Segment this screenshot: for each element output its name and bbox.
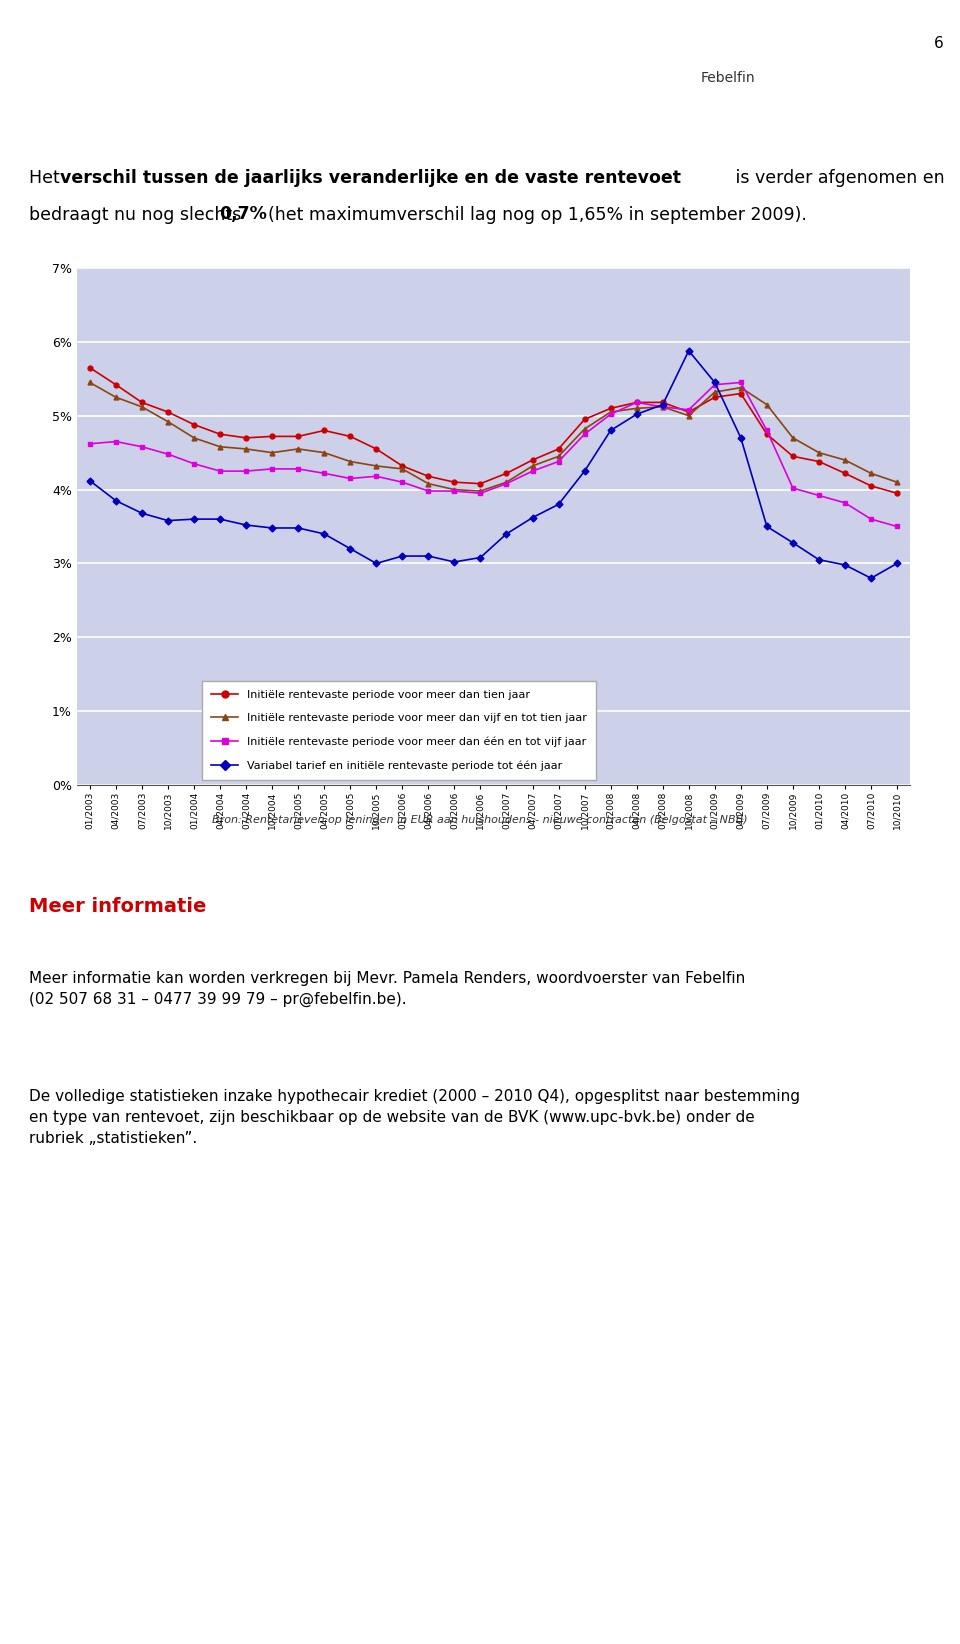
Text: De volledige statistieken inzake hypothecair krediet (2000 – 2010 Q4), opgesplit: De volledige statistieken inzake hypothe… [29,1088,800,1146]
Text: UPC
BVK: UPC BVK [36,67,59,89]
Text: Meer informatie kan worden verkregen bij Mevr. Pamela Renders, woordvoerster van: Meer informatie kan worden verkregen bij… [29,970,745,1008]
Text: verschil tussen de jaarlijks veranderlijke en de vaste rentevoet: verschil tussen de jaarlijks veranderlij… [60,169,682,187]
Text: (het maximumverschil lag nog op 1,65% in september 2009).: (het maximumverschil lag nog op 1,65% in… [257,206,807,224]
Text: 0,7%: 0,7% [219,206,267,224]
Text: 6: 6 [934,36,944,51]
Text: bedraagt nu nog slechts: bedraagt nu nog slechts [29,206,247,224]
Text: is verder afgenomen en: is verder afgenomen en [730,169,945,187]
Text: Meer informatie: Meer informatie [29,896,206,916]
Text: Het: Het [29,169,65,187]
Text: Bron: Rentetarieven op leningen in EUR aan huishoudens - nieuwe contracten (Belg: Bron: Rentetarieven op leningen in EUR a… [212,814,748,825]
Text: Febelfin: Febelfin [701,71,755,85]
Legend: Initiële rentevaste periode voor meer dan tien jaar, Initiële rentevaste periode: Initiële rentevaste periode voor meer da… [202,681,596,779]
